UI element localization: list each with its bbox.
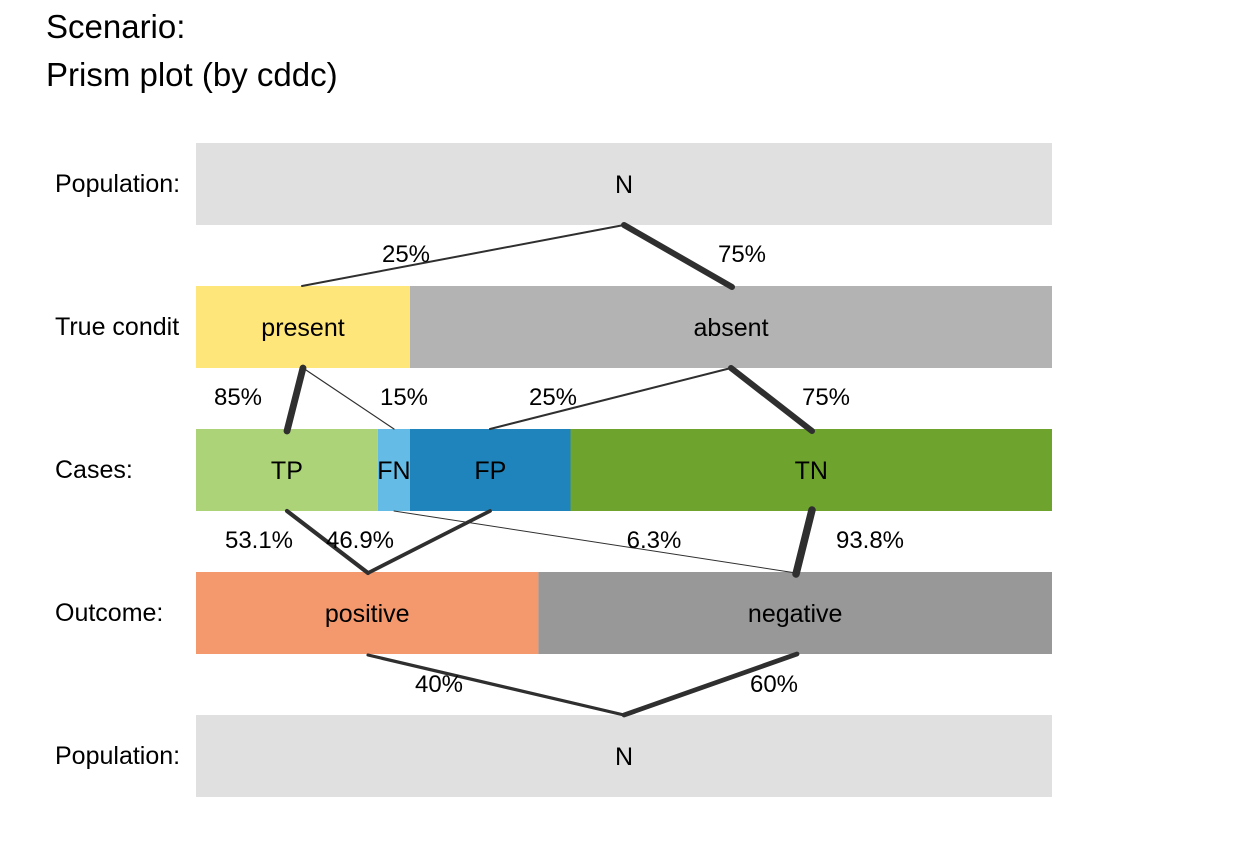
box-label-tn: TN (795, 457, 828, 485)
link-label-fn-to-negative: 6.3% (627, 527, 682, 554)
box-label-absent: absent (693, 314, 768, 342)
link-absent-to-tn (728, 365, 815, 434)
box-n-bottom (196, 715, 1052, 797)
link-label-n-top-to-absent: 75% (718, 241, 766, 268)
link-tp-to-positive (284, 508, 371, 576)
box-label-n-top: N (615, 171, 633, 199)
link-label-positive-to-n-bottom: 40% (415, 671, 463, 698)
title-line-1: Scenario: (46, 8, 185, 45)
link-negative-to-n-bottom (621, 651, 800, 718)
row-label-pop_top: Population: (55, 170, 180, 198)
link-present-to-tp (283, 364, 307, 435)
link-present-to-fn (302, 367, 395, 430)
title-line-2: Prism plot (by cddc) (46, 56, 338, 93)
box-label-negative: negative (748, 600, 843, 628)
box-fn (377, 429, 410, 511)
link-positive-to-n-bottom (366, 653, 626, 717)
row-labels-layer: Population: True condit Cases: Outcome: Popu… (55, 170, 180, 770)
link-fn-to-negative (393, 510, 797, 574)
box-n-top (196, 143, 1052, 225)
box-tp (196, 429, 378, 511)
box-absent (410, 286, 1052, 368)
box-label-n-bottom: N (615, 743, 633, 771)
link-label-tn-to-negative: 93.8% (836, 527, 904, 554)
box-tn (570, 429, 1052, 511)
box-label-fn: FN (377, 457, 410, 485)
row-label-cases: Cases: (55, 456, 133, 484)
box-positive (196, 572, 539, 654)
link-tn-to-negative (792, 506, 816, 578)
link-fp-to-positive (366, 509, 492, 575)
link-n-top-to-absent (621, 222, 735, 290)
box-fp (410, 429, 571, 511)
link-label-present-to-fn: 15% (380, 384, 428, 411)
box-label-fp: FP (474, 457, 506, 485)
link-label-present-to-tp: 85% (214, 384, 262, 411)
box-label-positive: positive (325, 600, 410, 628)
row-label-outcome: Outcome: (55, 599, 163, 627)
box-label-present: present (261, 314, 344, 342)
link-label-absent-to-tn: 75% (802, 384, 850, 411)
link-n-top-to-present (301, 224, 625, 287)
link-label-absent-to-fp: 25% (529, 384, 577, 411)
link-label-tp-to-positive: 53.1% (225, 527, 293, 554)
links-layer (283, 222, 816, 718)
box-negative (538, 572, 1052, 654)
link-absent-to-fp (489, 367, 732, 430)
box-label-tp: TP (271, 457, 303, 485)
link-label-fp-to-positive: 46.9% (326, 527, 394, 554)
title: Scenario: Prism plot (by cddc) (46, 8, 338, 93)
link-labels-layer: 25% 75% 85% 15% 25% 75% 53.1% 46.9% 6.3% 93.8% 40%… (214, 241, 904, 698)
link-label-negative-to-n-bottom: 60% (750, 671, 798, 698)
row-label-condition: True condit (55, 313, 179, 341)
row-label-pop_bottom: Population: (55, 742, 180, 770)
link-label-n-top-to-present: 25% (382, 241, 430, 268)
box-present (196, 286, 410, 368)
